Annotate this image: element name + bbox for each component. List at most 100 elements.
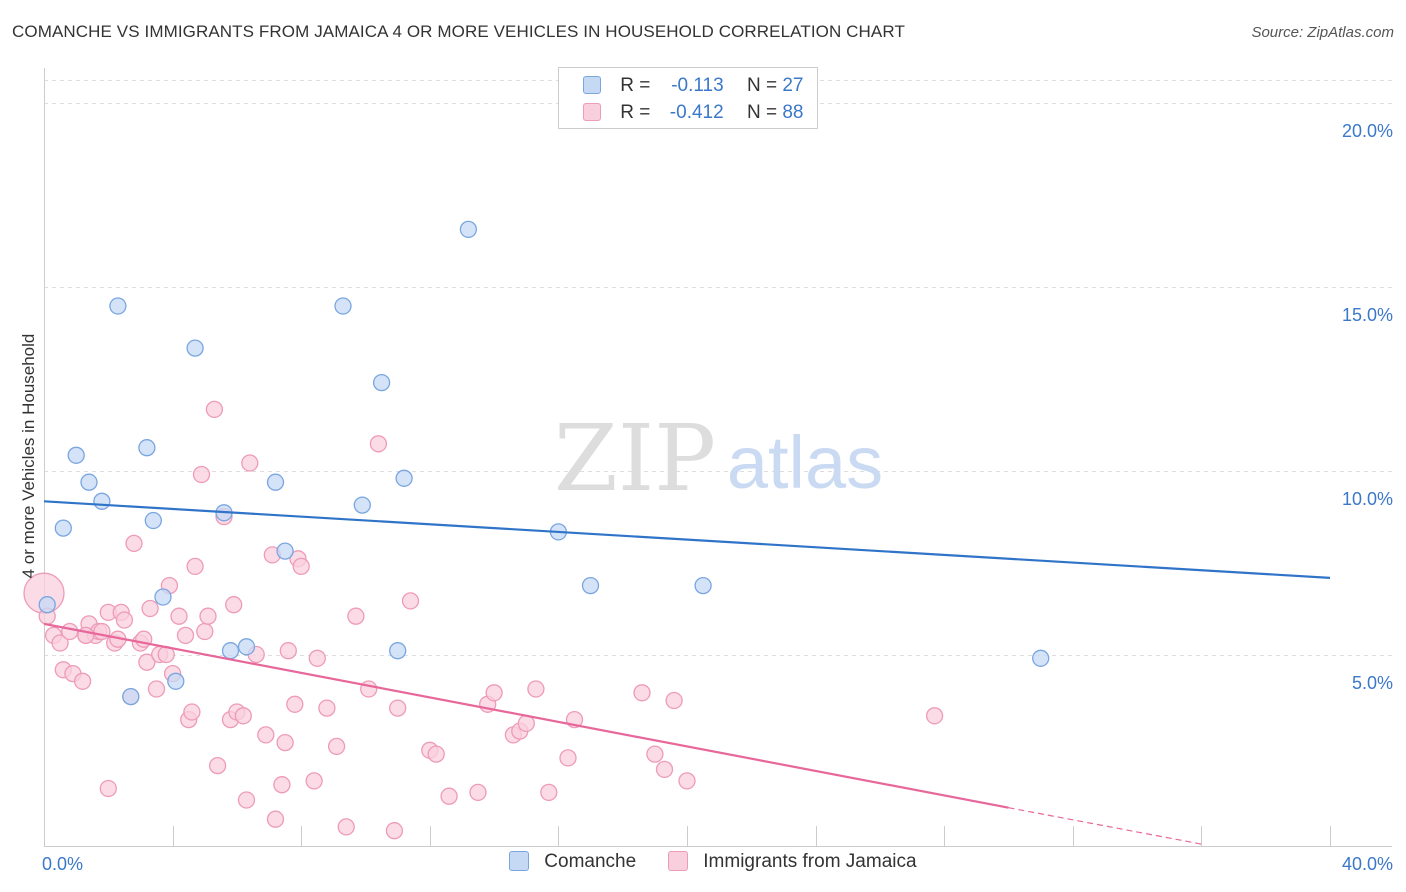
comanche-trend-line	[43, 500, 1331, 579]
comanche-point	[109, 297, 127, 315]
jamaica-point	[61, 622, 79, 641]
trend-lines	[43, 500, 1331, 845]
comanche-point	[221, 642, 240, 660]
comanche-point	[372, 373, 391, 392]
jamaica-point	[170, 607, 188, 625]
jamaica-point	[292, 557, 310, 576]
legend-n-label: N =	[746, 102, 778, 123]
series-legend: Comanche Immigrants from Jamaica	[0, 851, 1406, 881]
jamaica-point	[273, 776, 291, 794]
jamaica-point	[199, 607, 217, 625]
jamaica-point	[540, 783, 558, 802]
jamaica-point	[196, 622, 214, 641]
series-swatch-comanche	[509, 851, 529, 871]
jamaica-point	[327, 737, 346, 756]
legend-swatch-comanche	[583, 76, 601, 94]
axes	[44, 68, 1392, 847]
comanche-point	[80, 473, 98, 491]
jamaica-point	[469, 783, 487, 802]
jamaica-point	[286, 695, 304, 713]
legend-n-label: N =	[746, 75, 778, 96]
jamaica-point	[257, 726, 275, 744]
comanche-point	[38, 596, 56, 614]
comanche-point	[237, 638, 256, 656]
series-label-jamaica: Immigrants from Jamaica	[703, 851, 917, 872]
legend-row-comanche: R = -0.113 N = 27	[583, 75, 803, 99]
jamaica-point	[337, 818, 355, 836]
comanche-point	[1032, 649, 1050, 667]
y-tick-label: 20.0%	[1342, 121, 1393, 141]
jamaica-point	[279, 642, 297, 660]
comanche-point	[353, 496, 371, 514]
jamaica-point	[266, 810, 285, 828]
comanche-point	[694, 576, 712, 595]
jamaica-point	[115, 611, 134, 629]
comanche-point	[138, 439, 156, 457]
watermark-zip: ZIP	[554, 405, 716, 512]
source-note: Source: ZipAtlas.com	[1251, 24, 1394, 41]
jamaica-point	[225, 596, 243, 614]
x-tick-label: 0.0%	[42, 854, 83, 874]
jamaica-point	[237, 791, 256, 809]
jamaica-point	[347, 607, 365, 625]
comanche-point	[389, 642, 407, 660]
jamaica-point	[176, 626, 195, 645]
series-swatch-jamaica	[668, 851, 688, 871]
tick-labels: 5.0% 10.0% 15.0% 20.0% 0.0% 40.0%	[42, 121, 1393, 874]
legend-swatch-jamaica	[583, 103, 601, 121]
jamaica-point	[205, 400, 224, 419]
jamaica-point	[646, 745, 664, 763]
legend-row-jamaica: R = -0.412 N = 88	[583, 102, 803, 126]
legend-n-value: 88	[782, 102, 804, 123]
watermark-atlas: atlas	[727, 421, 883, 504]
jamaica-point	[93, 622, 111, 641]
comanche-point	[459, 220, 478, 239]
y-tick-label: 15.0%	[1342, 305, 1393, 325]
comanche-point	[276, 542, 294, 560]
jamaica-point	[125, 534, 143, 553]
series-legend-jamaica: Immigrants from Jamaica	[668, 851, 917, 873]
series-label-comanche: Comanche	[544, 851, 637, 872]
jamaica-point	[401, 592, 420, 610]
jamaica-point	[186, 557, 204, 576]
series-legend-comanche: Comanche	[509, 851, 636, 873]
jamaica-point	[360, 680, 378, 698]
jamaica-point	[633, 684, 651, 702]
jamaica-trend-extension	[1008, 807, 1202, 845]
jamaica-point	[276, 733, 294, 752]
jamaica-point	[385, 822, 404, 840]
legend-r-value: -0.412	[669, 102, 724, 123]
comanche-point	[581, 576, 600, 595]
comanche-point	[167, 672, 185, 690]
comanche-point	[266, 473, 285, 491]
jamaica-point	[665, 691, 683, 710]
legend-r-label: R =	[620, 102, 651, 123]
comanche-point	[54, 519, 72, 537]
jamaica-point	[308, 649, 326, 667]
jamaica-point	[318, 699, 336, 717]
scatter-points	[23, 220, 1050, 840]
jamaica-point	[99, 779, 117, 798]
jamaica-point	[389, 699, 407, 717]
jamaica-point	[147, 680, 166, 698]
x-tick-label: 40.0%	[1342, 854, 1393, 874]
y-tick-label: 10.0%	[1342, 489, 1393, 509]
chart-title: COMANCHE VS IMMIGRANTS FROM JAMAICA 4 OR…	[12, 22, 905, 41]
jamaica-point	[440, 787, 458, 805]
comanche-point	[154, 588, 172, 606]
jamaica-point	[192, 465, 211, 484]
jamaica-point	[141, 599, 159, 618]
comanche-point	[334, 297, 352, 315]
jamaica-point	[73, 672, 92, 690]
comanche-point	[144, 511, 162, 530]
legend-r-value: -0.113	[671, 75, 724, 96]
comanche-point	[93, 492, 111, 510]
jamaica-point	[183, 703, 201, 721]
jamaica-point	[51, 634, 69, 652]
jamaica-point	[369, 435, 388, 453]
jamaica-point	[527, 680, 545, 698]
jamaica-point	[241, 454, 259, 472]
jamaica-point	[485, 684, 503, 702]
jamaica-point	[655, 760, 674, 779]
